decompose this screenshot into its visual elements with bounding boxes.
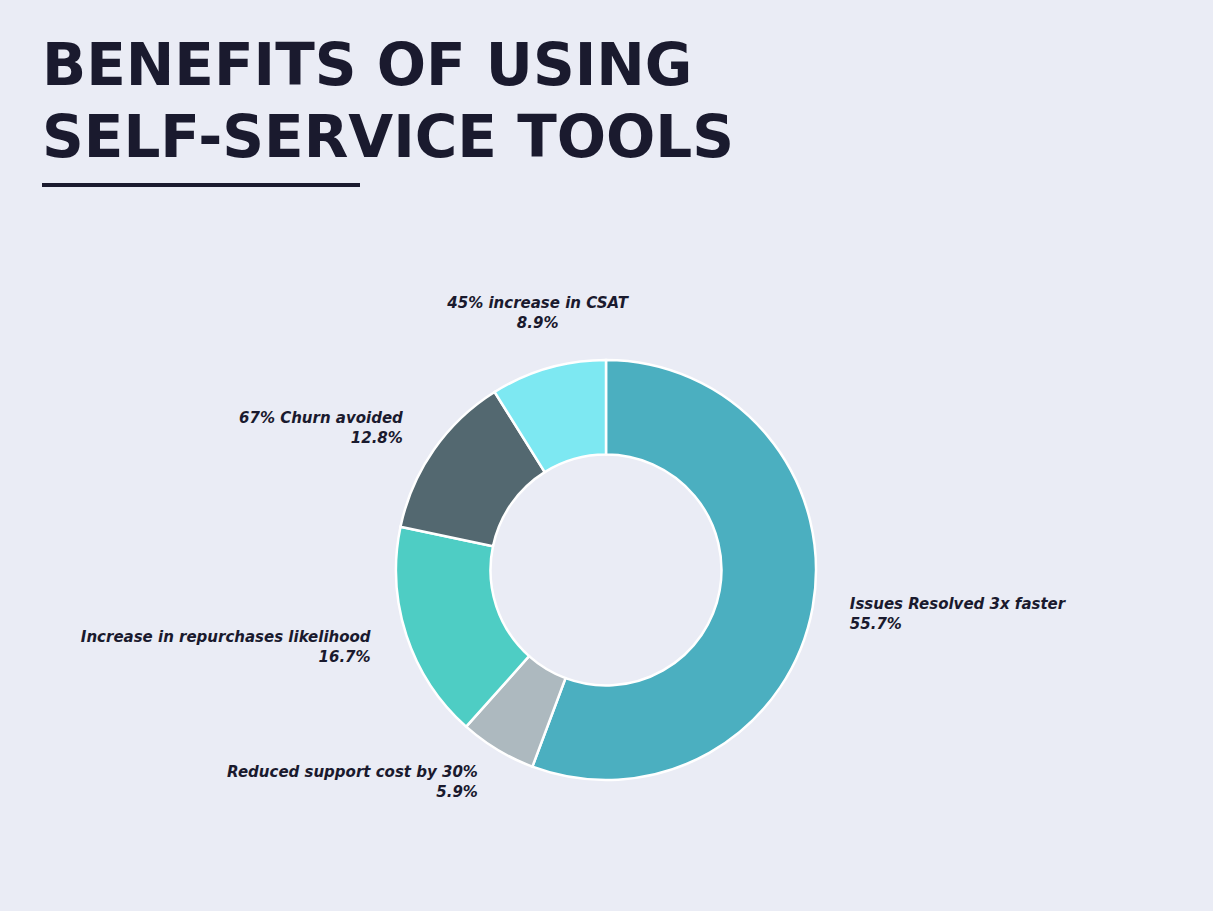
labels: Issues Resolved 3x faster 55.7% Reduced su… xyxy=(81,294,1067,801)
title: BENEFITS OF USING xyxy=(42,31,692,99)
label-name: Issues Resolved 3x faster xyxy=(850,595,1067,613)
label-name: 67% Churn avoided xyxy=(239,409,403,427)
donut xyxy=(396,360,816,780)
slice xyxy=(495,360,606,472)
title: SELF-SERVICE TOOLS xyxy=(42,103,734,171)
label-name: 45% increase in CSAT xyxy=(446,294,629,312)
title-group: BENEFITS OF USINGSELF-SERVICE TOOLS xyxy=(42,31,734,171)
label-name: Increase in repurchases likelihood xyxy=(81,628,371,646)
title-underline xyxy=(42,183,360,187)
label-value: 5.9% xyxy=(436,783,478,801)
label-value: 8.9% xyxy=(517,314,559,332)
chart: BENEFITS OF USINGSELF-SERVICE TOOLS Issue… xyxy=(0,0,1213,911)
slice xyxy=(396,527,529,727)
label-value: 12.8% xyxy=(351,429,403,447)
label-name: Reduced support cost by 30% xyxy=(227,763,478,781)
background xyxy=(0,0,1213,911)
label-value: 55.7% xyxy=(850,615,902,633)
label-value: 16.7% xyxy=(319,648,371,666)
